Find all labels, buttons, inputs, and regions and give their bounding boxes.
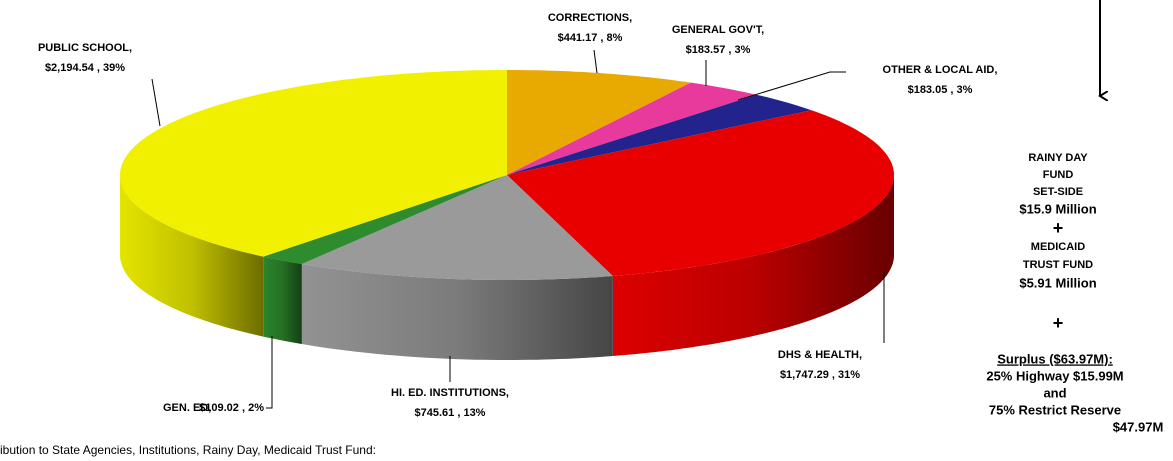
side-note: $47.97M <box>1113 419 1164 434</box>
pie-tops <box>120 70 894 280</box>
pie-walls <box>120 175 894 360</box>
labels: CORRECTIONS, $441.17 , 8% GENERAL GOV'T, $1… <box>38 12 998 419</box>
side-note: and <box>1043 385 1066 400</box>
side-note: SET-SIDE <box>1033 186 1083 198</box>
side-note: + <box>1053 313 1064 333</box>
category-label: HI. ED. INSTITUTIONS, <box>391 387 509 399</box>
side-note: TRUST FUND <box>1023 259 1093 271</box>
side-note: $5.91 Million <box>1019 275 1096 290</box>
caption: ibution to State Agencies, Institutions,… <box>0 443 376 457</box>
value-label: $2,194.54 , 39% <box>45 62 125 74</box>
slice-side-shade <box>263 256 302 344</box>
value-label: $441.17 , 8% <box>558 32 623 44</box>
category-label: CORRECTIONS, <box>548 12 632 24</box>
leader-line <box>266 336 273 409</box>
slice <box>507 70 691 175</box>
value-label: $183.57 , 3% <box>686 44 751 56</box>
value-label: $1,747.29 , 31% <box>780 369 860 381</box>
slice <box>263 175 507 264</box>
leader-line <box>737 71 846 101</box>
slice <box>507 110 894 276</box>
category-label: GENERAL GOV'T, <box>672 24 764 36</box>
side-note: Surplus ($63.97M): <box>997 351 1113 366</box>
side-note: + <box>1053 218 1064 238</box>
slice-side-shade <box>120 175 264 337</box>
side-note: 75% Restrict Reserve <box>989 402 1121 417</box>
category-label: PUBLIC SCHOOL, <box>38 42 132 54</box>
slice-side-shade <box>301 264 613 360</box>
category-label: OTHER & LOCAL AID, <box>883 64 998 76</box>
value-label: $109.02 , 2% <box>199 402 264 414</box>
leader-line <box>593 49 598 74</box>
side-note: RAINY DAY <box>1028 152 1088 164</box>
slice <box>507 82 757 175</box>
side-note: 25% Highway $15.99M <box>986 368 1123 383</box>
category-label: DHS & HEALTH, <box>778 349 862 361</box>
slice <box>507 94 812 175</box>
side-note: MEDICAID <box>1031 241 1085 253</box>
slice <box>120 70 507 257</box>
value-label: $745.61 , 13% <box>415 407 486 419</box>
slice <box>301 175 613 280</box>
category-label: GEN. ED, <box>163 402 211 414</box>
value-label: $183.05 , 3% <box>908 84 973 96</box>
side-note: FUND <box>1043 169 1074 181</box>
side-note: $15.9 Million <box>1019 201 1096 216</box>
leader-line <box>151 78 161 127</box>
slice-side-shade <box>612 175 894 356</box>
side-notes: RAINY DAY FUND SET-SIDE $15.9 Million + MEDIC… <box>986 152 1163 435</box>
